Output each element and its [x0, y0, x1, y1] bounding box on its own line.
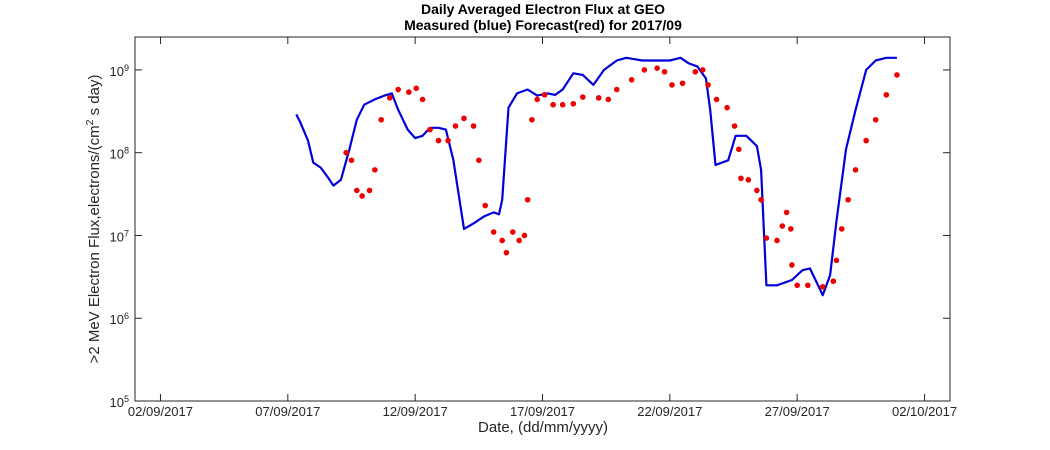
forecast-point — [819, 283, 826, 290]
forecast-point — [628, 77, 635, 83]
forecast-point — [559, 101, 566, 108]
forecast-point — [783, 209, 790, 216]
forecast-point — [774, 237, 780, 244]
forecast-point — [605, 96, 612, 103]
forecast-point — [661, 68, 668, 75]
forecast-point — [503, 249, 510, 256]
forecast-point — [499, 237, 505, 244]
forecast-point — [724, 104, 730, 111]
measured-line — [295, 56, 897, 297]
y-tick-label: 106 — [109, 311, 129, 327]
forecast-point — [476, 157, 482, 164]
forecast-point — [713, 96, 720, 103]
forecast-point — [794, 282, 800, 289]
x-tick-label: 02/10/2017 — [892, 404, 957, 419]
forecast-point — [452, 123, 459, 129]
forecast-point — [679, 80, 686, 87]
forecast-point — [482, 202, 488, 209]
x-tick-label: 17/09/2017 — [510, 404, 575, 419]
forecast-point — [435, 137, 442, 144]
forecast-point — [541, 92, 548, 98]
forecast-point — [699, 67, 706, 73]
forecast-point — [372, 167, 378, 173]
forecast-point — [359, 193, 365, 199]
forecast-point — [595, 95, 602, 101]
y-tick-label: 108 — [109, 146, 129, 162]
forecast-point — [580, 94, 586, 100]
forecast-point — [509, 229, 516, 235]
x-tick-label: 22/09/2017 — [637, 404, 702, 419]
forecast-point — [419, 96, 426, 103]
forecast-point — [852, 167, 859, 173]
forecast-point — [883, 92, 890, 98]
forecast-point — [788, 226, 794, 232]
forecast-point — [521, 232, 528, 239]
forecast-point — [378, 116, 384, 123]
forecast-point — [366, 187, 373, 194]
forecast-point — [613, 86, 620, 93]
forecast-point — [550, 101, 556, 108]
x-tick-label: 12/09/2017 — [383, 404, 448, 419]
forecast-point — [386, 95, 393, 101]
forecast-point — [894, 72, 900, 78]
forecast-point — [731, 123, 738, 129]
forecast-point — [353, 187, 360, 194]
forecast-point — [804, 282, 811, 289]
y-tick-label: 109 — [109, 63, 129, 79]
forecast-point — [745, 177, 752, 183]
forecast-point — [789, 262, 795, 268]
forecast-point — [872, 116, 879, 123]
forecast-point — [570, 100, 577, 107]
chart-subtitle: Measured (blue) Forecast(red) for 2017/0… — [404, 17, 682, 33]
y-axis-label: >2 MeV Electron Flux,electrons/(cm2 s da… — [84, 75, 103, 364]
x-tick-label: 27/09/2017 — [765, 404, 830, 419]
forecast-point — [343, 149, 349, 156]
forecast-point — [529, 116, 535, 123]
x-tick-label: 02/09/2017 — [128, 404, 193, 419]
y-tick-label: 105 — [109, 394, 129, 410]
forecast-point — [758, 196, 764, 203]
forecast-point — [754, 187, 760, 194]
forecast-point — [830, 278, 837, 285]
forecast-point — [405, 89, 412, 95]
forecast-point — [705, 82, 711, 88]
forecast-point — [692, 68, 699, 75]
plot-frame — [134, 36, 951, 402]
forecast-point — [524, 196, 531, 203]
forecast-point — [470, 123, 477, 129]
forecast-point — [833, 257, 840, 264]
forecast-point — [738, 175, 744, 182]
forecast-point — [654, 65, 660, 71]
forecast-point — [641, 67, 648, 73]
forecast-point — [736, 146, 742, 153]
forecast-point — [863, 137, 869, 144]
x-tick-label: 07/09/2017 — [255, 404, 320, 419]
forecast-point — [461, 115, 467, 122]
forecast-point — [845, 196, 851, 203]
forecast-point — [490, 229, 497, 235]
forecast-point — [838, 226, 845, 232]
forecast-point — [395, 86, 401, 93]
forecast-point — [779, 223, 786, 229]
forecast-point — [534, 96, 540, 103]
forecast-point — [445, 137, 451, 144]
forecast-point — [669, 82, 675, 88]
y-tick-label: 107 — [109, 228, 129, 244]
x-axis-label: Date, (dd/mm/yyyy) — [478, 419, 608, 436]
forecast-point — [763, 235, 770, 241]
forecast-point — [516, 237, 522, 244]
forecast-point — [348, 157, 355, 164]
forecast-point — [427, 126, 433, 133]
chart-title: Daily Averaged Electron Flux at GEO — [421, 1, 665, 17]
forecast-point — [413, 85, 420, 92]
